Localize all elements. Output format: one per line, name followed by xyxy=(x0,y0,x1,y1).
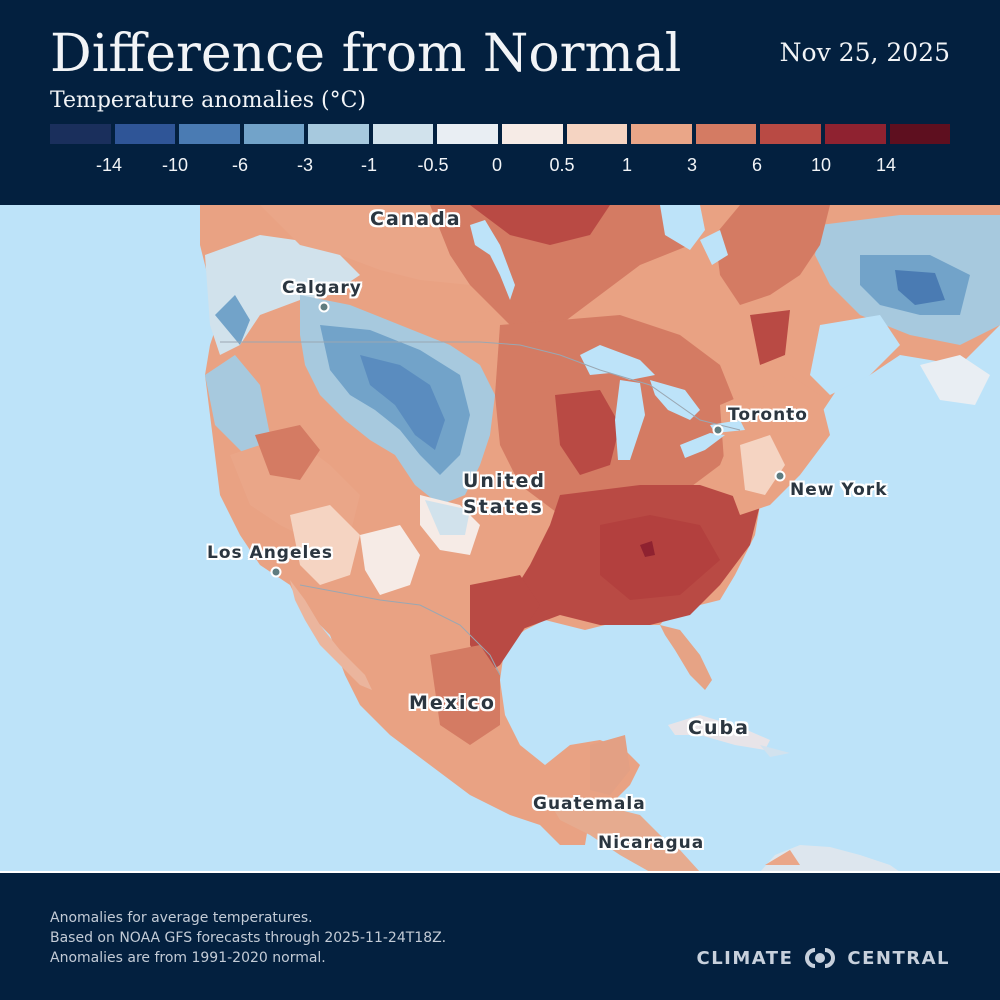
page-title: Difference from Normal xyxy=(50,24,682,84)
anomaly-map[interactable]: Canada United States Mexico Cuba Guatema… xyxy=(0,205,1000,872)
city-marker-new-york[interactable] xyxy=(774,470,786,482)
city-marker-toronto[interactable] xyxy=(712,424,724,436)
legend-swatch xyxy=(372,124,434,144)
footer-note: Based on NOAA GFS forecasts through 2025… xyxy=(50,930,447,946)
legend-tick-label: -14 xyxy=(95,155,123,175)
footer-note: Anomalies are from 1991-2020 normal. xyxy=(50,950,326,966)
legend-swatch xyxy=(437,124,499,144)
legend-tick-label: -0.5 xyxy=(417,155,449,175)
map-canvas xyxy=(200,205,1000,872)
date-label: Nov 25, 2025 xyxy=(779,38,950,67)
header: Difference from Normal Nov 25, 2025 Temp… xyxy=(0,0,1000,205)
legend-tick-label: 6 xyxy=(751,155,763,175)
legend-swatch xyxy=(824,124,886,144)
legend-tick-label: 1 xyxy=(621,155,633,175)
map-divider xyxy=(0,871,1000,873)
legend-swatch xyxy=(243,124,305,144)
country-label-guatemala: Guatemala xyxy=(533,794,646,814)
country-label-nicaragua: Nicaragua xyxy=(598,833,705,853)
subtitle: Temperature anomalies (°C) xyxy=(50,88,367,113)
legend-swatch xyxy=(502,124,563,144)
legend-swatch xyxy=(695,124,757,144)
country-label-united: United xyxy=(463,470,547,492)
legend-swatch xyxy=(760,124,821,144)
legend-swatch xyxy=(631,124,692,144)
legend-swatch xyxy=(179,124,240,144)
legend-swatch xyxy=(114,124,176,144)
legend-tick-label: -1 xyxy=(360,155,378,175)
footer: Anomalies for average temperatures. Base… xyxy=(0,873,1000,1000)
legend-labels: -14 -10 -6 -3 -1 -0.5 0 0.5 1 3 6 10 14 xyxy=(0,155,1000,179)
legend-tick-label: 0.5 xyxy=(549,155,575,175)
legend-swatch xyxy=(566,124,628,144)
footer-notes: Anomalies for average temperatures. Base… xyxy=(50,908,446,968)
legend-tick-label: -10 xyxy=(161,155,189,175)
legend-tick-label: 0 xyxy=(491,155,503,175)
country-label-states: States xyxy=(463,496,544,518)
city-label-new-york: New York xyxy=(790,480,888,500)
brand-word-right: CENTRAL xyxy=(847,947,950,969)
city-marker-calgary[interactable] xyxy=(318,301,330,313)
footer-note: Anomalies for average temperatures. xyxy=(50,910,313,926)
country-label-mexico: Mexico xyxy=(409,692,496,714)
legend-tick-label: 3 xyxy=(686,155,698,175)
legend-swatch xyxy=(50,124,111,144)
legend-tick-label: 14 xyxy=(875,155,897,175)
country-label-cuba: Cuba xyxy=(688,717,750,739)
legend-tick-label: 10 xyxy=(810,155,832,175)
brand-word-left: CLIMATE xyxy=(696,947,794,969)
city-marker-los-angeles[interactable] xyxy=(270,566,282,578)
city-label-toronto: Toronto xyxy=(728,405,808,425)
climate-central-logo: CLIMATE CENTRAL xyxy=(696,947,950,969)
rings-logo-icon xyxy=(801,947,839,969)
legend-swatch xyxy=(889,124,951,144)
city-label-calgary: Calgary xyxy=(282,278,362,298)
legend-swatch xyxy=(308,124,369,144)
legend-tick-label: -6 xyxy=(231,155,249,175)
country-label-canada: Canada xyxy=(370,208,462,230)
city-label-los-angeles: Los Angeles xyxy=(207,543,333,563)
legend-tick-label: -3 xyxy=(296,155,314,175)
color-legend xyxy=(50,124,951,144)
